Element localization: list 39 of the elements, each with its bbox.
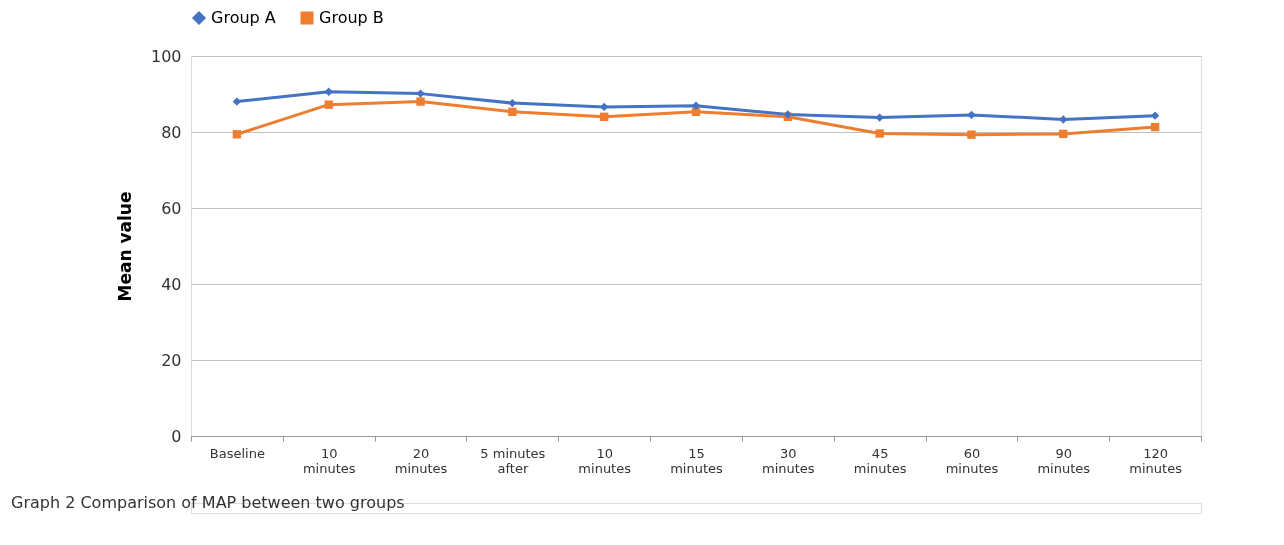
point xyxy=(967,110,976,120)
x-tick-label: 60 minutes xyxy=(945,445,999,476)
point xyxy=(600,112,609,121)
x-tick-label: 5 minutes after xyxy=(480,445,546,476)
point xyxy=(416,97,425,106)
legend-label: Group A xyxy=(211,8,276,27)
y-tick-label: 80 xyxy=(161,122,182,142)
x-tick-label: 15 minutes xyxy=(670,445,724,476)
point xyxy=(1059,129,1068,139)
y-tick-label: 0 xyxy=(171,426,182,446)
point xyxy=(967,130,976,139)
x-tick-label: 20 minutes xyxy=(394,445,448,476)
y-tick-label: 100 xyxy=(150,46,182,66)
y-tick-label: 20 xyxy=(161,350,182,370)
x-tick-label: 10 minutes xyxy=(578,445,632,476)
x-tick-label: 10 minutes xyxy=(302,445,356,476)
point xyxy=(324,87,333,96)
caption: Graph 2 Comparison of MAP between two groups xyxy=(11,493,405,512)
point xyxy=(416,89,425,98)
y-tick-label: 60 xyxy=(161,198,182,218)
point xyxy=(1150,122,1160,132)
point xyxy=(600,102,609,112)
point xyxy=(1059,115,1068,124)
x-tick-label: 45 minutes xyxy=(853,445,907,476)
x-tick-label: Baseline xyxy=(209,445,265,461)
point xyxy=(324,100,333,109)
point xyxy=(232,97,242,106)
x-tick-label: 30 minutes xyxy=(762,445,815,476)
point xyxy=(508,98,517,108)
point xyxy=(232,130,242,139)
x-tick-label: 90 minutes xyxy=(1037,445,1091,476)
legend-label: Group B xyxy=(319,8,384,27)
y-tick-label: 40 xyxy=(161,274,182,294)
y-axis-title: Mean value xyxy=(114,191,135,302)
point xyxy=(508,107,517,117)
point xyxy=(875,129,884,138)
x-tick-label: 120 minutes xyxy=(1129,445,1183,476)
point xyxy=(691,101,701,110)
point xyxy=(875,113,884,122)
